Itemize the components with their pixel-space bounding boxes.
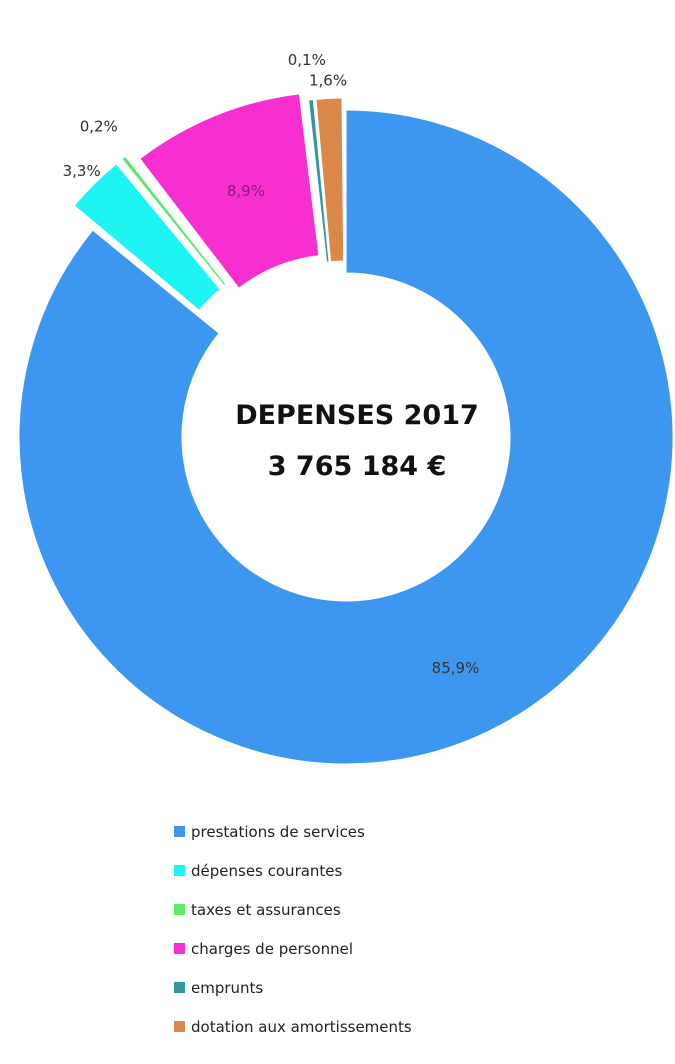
donut-chart: 85,9%3,3%0,2%8,9%0,1%1,6% DEPENSES 2017 … <box>18 51 674 765</box>
legend-label: dotation aux amortissements <box>191 1017 412 1036</box>
slice-charges-de-personnel <box>139 93 320 289</box>
legend-label: charges de personnel <box>191 939 354 958</box>
legend-swatch <box>174 982 185 993</box>
slice-labels: 85,9% 3,3% 0,2% 8,9% 0,1% 1,6% <box>63 51 480 677</box>
data-label-3: 0,2% <box>80 117 118 135</box>
slice-emprunts <box>307 99 330 263</box>
legend-swatch <box>174 904 185 915</box>
legend-label: prestations de services <box>191 822 365 841</box>
slice-prestations-de-services <box>18 109 674 765</box>
legend-swatch <box>174 826 185 837</box>
legend-item: taxes et assurances <box>174 898 412 921</box>
legend-label: taxes et assurances <box>191 900 341 919</box>
legend-swatch <box>174 943 185 954</box>
legend-item: prestations de services <box>174 820 412 843</box>
center-total: 3 765 184 € <box>268 451 447 482</box>
center-title: DEPENSES 2017 <box>235 400 479 431</box>
slice-dotation-aux-amortissements <box>315 97 345 263</box>
slice-taxes-et-assurances <box>121 155 227 287</box>
legend-item: charges de personnel <box>174 937 412 960</box>
data-label-4: 8,9% <box>227 182 265 200</box>
legend-item: dépenses courantes <box>174 859 412 882</box>
data-label-6: 1,6% <box>309 71 347 89</box>
slice-dépenses-courantes <box>73 163 221 312</box>
data-label-1: 85,9% <box>432 659 480 677</box>
legend-label: dépenses courantes <box>191 861 343 880</box>
legend-item: emprunts <box>174 976 412 999</box>
donut-slices <box>18 93 674 765</box>
legend-swatch <box>174 1021 185 1032</box>
data-label-2: 3,3% <box>63 162 101 180</box>
legend-item: dotation aux amortissements <box>174 1015 412 1038</box>
data-label-5: 0,1% <box>288 51 326 69</box>
chart-legend: prestations de services dépenses courante… <box>174 820 412 1054</box>
legend-label: emprunts <box>191 978 264 997</box>
legend-swatch <box>174 865 185 876</box>
